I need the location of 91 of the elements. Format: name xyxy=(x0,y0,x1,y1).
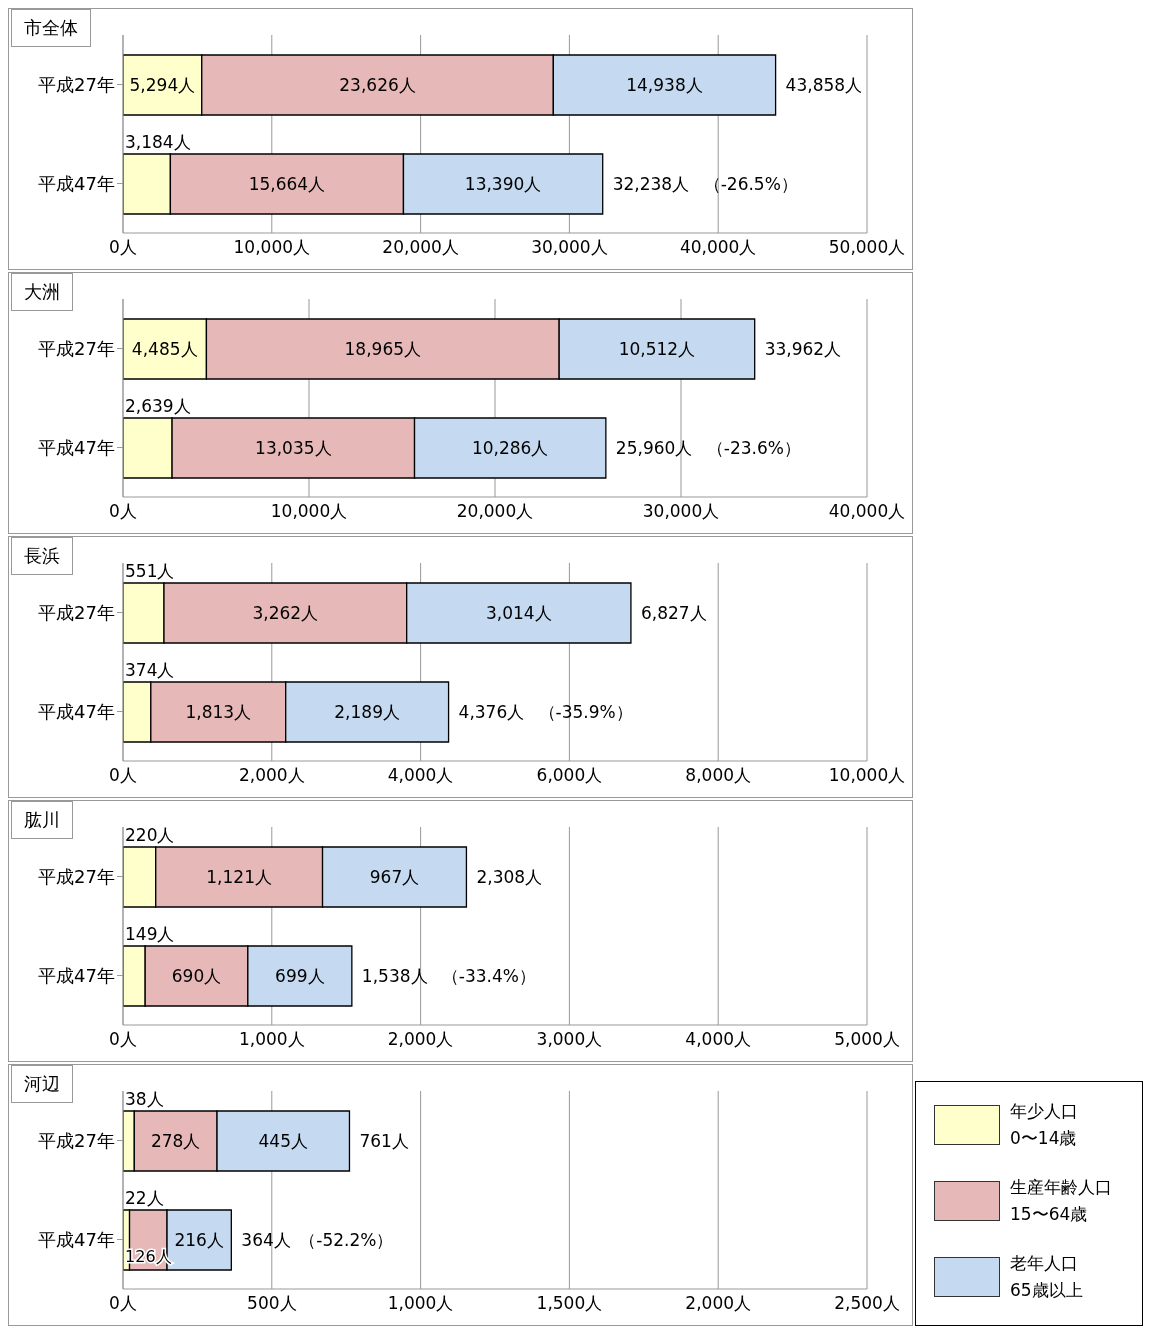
x-tick-label: 3,000人 xyxy=(536,1029,603,1050)
x-tick-label: 40,000人 xyxy=(679,237,757,258)
y-tick-label: 平成47年 xyxy=(38,964,115,986)
y-tick-label: 平成27年 xyxy=(38,73,115,95)
total-label: 761人 xyxy=(359,1131,409,1151)
data-label: 2,639人 xyxy=(125,396,191,416)
data-label: 15,664人 xyxy=(248,174,326,194)
total-label: 2,308人 xyxy=(476,867,543,887)
data-label: 3,262人 xyxy=(252,603,319,623)
x-tick-label: 6,000人 xyxy=(536,765,603,786)
y-tick-label: 平成47年 xyxy=(38,700,115,722)
x-tick-label: 20,000人 xyxy=(456,501,534,522)
legend-label: 生産年齢人口 15〜64歳 xyxy=(1010,1176,1112,1226)
total-label: 364人 xyxy=(241,1230,291,1250)
total-label: 43,858人 xyxy=(785,75,863,95)
y-tick-label: 平成27年 xyxy=(38,865,115,887)
annotation: （-33.4%） xyxy=(441,966,536,986)
chart-title: 長浜 xyxy=(11,537,73,575)
x-tick-label: 10,000人 xyxy=(828,765,906,786)
x-tick-label: 500人 xyxy=(247,1293,297,1314)
x-tick-label: 0人 xyxy=(109,1029,137,1050)
annotation: （-23.6%） xyxy=(706,438,801,458)
chart-title: 大洲 xyxy=(11,273,73,311)
data-label: 5,294人 xyxy=(129,75,196,95)
data-label: 699人 xyxy=(275,966,325,986)
x-tick-label: 1,000人 xyxy=(387,1293,454,1314)
annotation: （-26.5%） xyxy=(703,174,798,194)
x-tick-label: 4,000人 xyxy=(685,1029,752,1050)
x-tick-label: 0人 xyxy=(109,1293,137,1314)
x-tick-label: 40,000人 xyxy=(828,501,906,522)
chart-title: 肱川 xyxy=(11,801,73,839)
x-tick-label: 20,000人 xyxy=(382,237,459,258)
y-tick-label: 平成27年 xyxy=(38,601,115,623)
x-tick-label: 2,000人 xyxy=(387,1029,454,1050)
chart-title: 市全体 xyxy=(11,9,91,47)
data-label: 4,485人 xyxy=(131,339,198,359)
x-tick-label: 2,000人 xyxy=(685,1293,752,1314)
data-label: 10,512人 xyxy=(618,339,696,359)
y-tick-label: 平成47年 xyxy=(38,1228,115,1250)
y-tick-label: 平成47年 xyxy=(38,172,115,194)
data-label: 551人 xyxy=(125,561,175,581)
data-label: 374人 xyxy=(125,660,175,680)
x-tick-label: 1,500人 xyxy=(536,1293,603,1314)
y-tick-label: 平成27年 xyxy=(38,1129,115,1151)
x-tick-label: 0人 xyxy=(109,237,137,258)
total-label: 6,827人 xyxy=(640,603,707,623)
data-label: 38人 xyxy=(125,1089,164,1109)
x-tick-label: 2,000人 xyxy=(238,765,305,786)
total-label: 25,960人 xyxy=(615,438,693,458)
data-label: 3,184人 xyxy=(125,132,191,152)
data-label: 690人 xyxy=(171,966,222,986)
data-label: 216人 xyxy=(174,1230,224,1250)
data-label: 2,189人 xyxy=(334,702,400,722)
x-tick-label: 30,000人 xyxy=(531,237,608,258)
y-tick-label: 平成27年 xyxy=(38,337,115,359)
x-tick-label: 0人 xyxy=(109,501,137,522)
x-tick-label: 30,000人 xyxy=(642,501,720,522)
data-label: 278人 xyxy=(150,1131,201,1151)
data-label: 445人 xyxy=(258,1131,308,1151)
chart-title: 河辺 xyxy=(11,1065,73,1103)
data-label: 13,390人 xyxy=(464,174,542,194)
data-label: 22人 xyxy=(125,1188,164,1208)
x-tick-label: 0人 xyxy=(109,765,137,786)
data-label: 10,286人 xyxy=(471,438,549,458)
x-tick-label: 50,000人 xyxy=(828,237,906,258)
data-label: 967人 xyxy=(369,867,420,887)
total-label: 33,962人 xyxy=(764,339,842,359)
x-tick-label: 8,000人 xyxy=(685,765,752,786)
annotation: （-35.9%） xyxy=(538,702,633,722)
annotation: （-52.2%） xyxy=(299,1230,394,1250)
x-tick-label: 10,000人 xyxy=(233,237,311,258)
data-label: 13,035人 xyxy=(255,438,332,458)
x-tick-label: 10,000人 xyxy=(270,501,348,522)
data-label: 1,121人 xyxy=(206,867,272,887)
x-tick-label: 5,000人 xyxy=(834,1029,900,1050)
legend-label: 老年人口 65歳以上 xyxy=(1010,1252,1083,1302)
data-label: 14,938人 xyxy=(626,75,703,95)
x-tick-label: 4,000人 xyxy=(387,765,454,786)
data-label: 149人 xyxy=(125,924,175,944)
total-label: 32,238人 xyxy=(612,174,690,194)
data-label: 23,626人 xyxy=(339,75,416,95)
total-label: 1,538人 xyxy=(361,966,428,986)
data-label: 3,014人 xyxy=(485,603,552,623)
x-tick-label: 2,500人 xyxy=(834,1293,900,1314)
data-label: 1,813人 xyxy=(185,702,252,722)
x-tick-label: 1,000人 xyxy=(238,1029,305,1050)
data-label: 220人 xyxy=(125,825,175,845)
y-tick-label: 平成47年 xyxy=(38,436,115,458)
data-label: 18,965人 xyxy=(344,339,422,359)
legend-label: 年少人口 0〜14歳 xyxy=(1010,1100,1078,1150)
total-label: 4,376人 xyxy=(458,702,525,722)
